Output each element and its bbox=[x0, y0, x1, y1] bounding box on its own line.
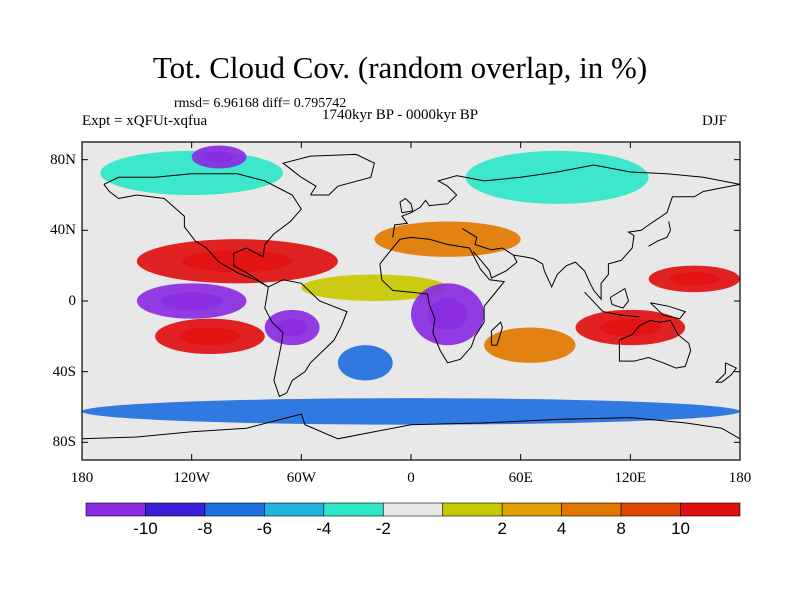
field-core bbox=[600, 318, 661, 337]
colorbar-swatch bbox=[620, 502, 681, 517]
coastline bbox=[490, 321, 503, 346]
stats-text: rmsd= 6.96168 diff= 0.795742 bbox=[174, 96, 347, 111]
field-region bbox=[484, 327, 576, 363]
colorbar-swatch bbox=[680, 502, 741, 517]
colorbar-label: 10 bbox=[671, 519, 690, 538]
colorbar-swatch bbox=[561, 502, 622, 517]
x-tick-label: 60E bbox=[508, 470, 533, 486]
colorbar-label: -6 bbox=[256, 519, 272, 538]
field-region bbox=[82, 398, 740, 425]
field-core bbox=[427, 298, 468, 330]
coastline bbox=[609, 287, 630, 309]
colorbar-swatch bbox=[323, 502, 384, 517]
colorbar-swatch bbox=[264, 502, 325, 517]
colorbar-label: 2 bbox=[497, 519, 507, 538]
colorbar-label: -8 bbox=[197, 519, 213, 538]
axis-ticks bbox=[81, 142, 741, 460]
colorbar-swatch bbox=[204, 502, 265, 517]
coastlines bbox=[82, 153, 740, 440]
x-tick-label: 120W bbox=[173, 470, 210, 486]
coastline bbox=[513, 183, 740, 301]
period-label: 1740kyr BP - 0000kyr BP bbox=[322, 107, 479, 123]
x-tick-label: 180 bbox=[70, 470, 94, 486]
season-label: DJF bbox=[702, 113, 728, 129]
colorbar-label: -10 bbox=[133, 519, 158, 538]
field-region bbox=[465, 150, 649, 204]
coastline bbox=[584, 291, 640, 318]
coastline bbox=[618, 319, 692, 369]
field-core bbox=[182, 250, 293, 273]
x-tick-label: 60W bbox=[286, 470, 316, 486]
coastline bbox=[399, 197, 414, 214]
field-core bbox=[179, 327, 241, 346]
experiment-label: Expt = xQFUt-xqfua bbox=[82, 113, 208, 129]
x-tick-label: 0 bbox=[407, 470, 415, 486]
coastline bbox=[648, 221, 672, 247]
x-tick-label: 120E bbox=[614, 470, 647, 486]
coastline bbox=[392, 164, 740, 238]
field-region bbox=[374, 221, 521, 257]
colorbar bbox=[85, 502, 741, 517]
coastline bbox=[264, 279, 348, 398]
field-region bbox=[337, 345, 393, 381]
coastline bbox=[281, 153, 375, 196]
page-title: Tot. Cloud Cov. (random overlap, in %) bbox=[152, 50, 648, 85]
colorbar-swatch bbox=[85, 502, 146, 517]
coastline bbox=[103, 173, 302, 288]
colorbar-label: -2 bbox=[375, 519, 391, 538]
colorbar-label: 4 bbox=[556, 519, 567, 538]
y-tick-label: 40S bbox=[52, 363, 76, 380]
colorbar-label: 8 bbox=[616, 519, 626, 538]
coastline bbox=[714, 362, 738, 383]
field-core bbox=[277, 318, 308, 337]
anomaly-field bbox=[82, 145, 740, 425]
colorbar-swatch bbox=[382, 502, 444, 517]
x-tick-label: 180 bbox=[728, 470, 752, 486]
colorbar-swatch bbox=[501, 502, 562, 517]
coastline bbox=[650, 302, 687, 320]
field-core bbox=[204, 151, 235, 163]
field-core bbox=[161, 292, 222, 310]
y-tick-label: 40N bbox=[50, 222, 76, 239]
colorbar-swatch bbox=[442, 502, 503, 517]
coastline bbox=[461, 228, 518, 279]
field-core bbox=[669, 272, 720, 286]
y-tick-label: 0 bbox=[68, 293, 77, 309]
colorbar-label: -4 bbox=[316, 519, 332, 538]
y-tick-label: 80S bbox=[52, 434, 76, 451]
coastline bbox=[379, 236, 506, 364]
field-region bbox=[301, 274, 448, 301]
colorbar-swatch bbox=[145, 502, 206, 517]
y-tick-label: 80N bbox=[50, 151, 76, 168]
coastline bbox=[82, 413, 740, 440]
